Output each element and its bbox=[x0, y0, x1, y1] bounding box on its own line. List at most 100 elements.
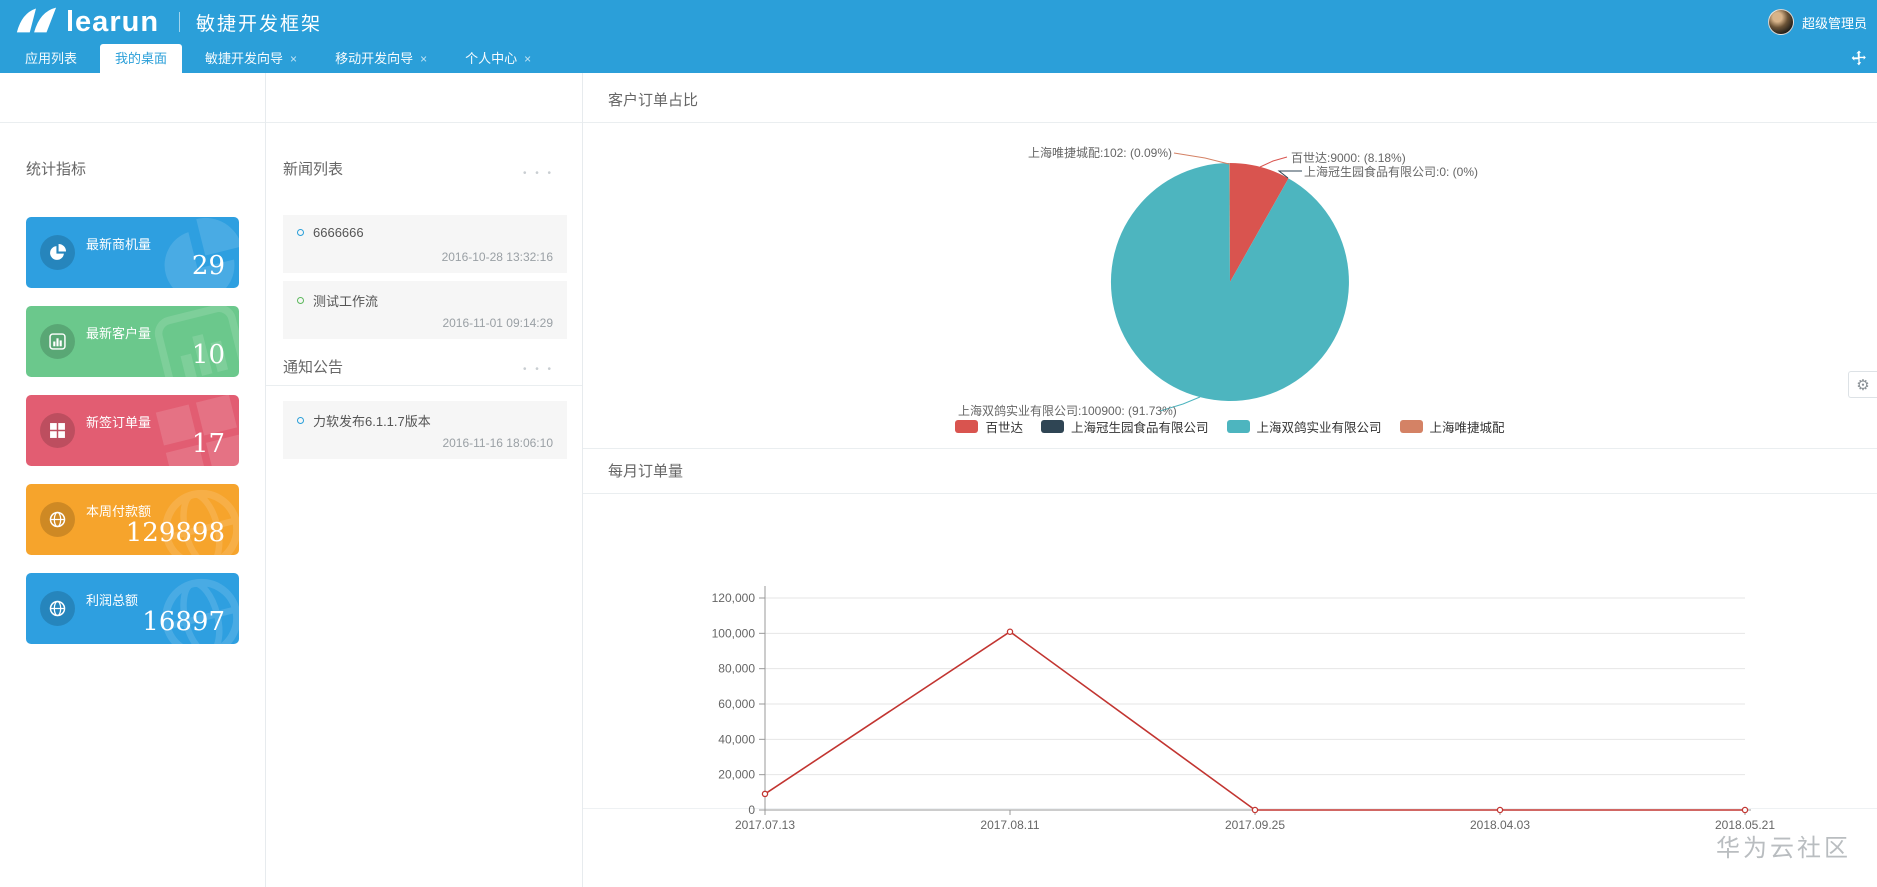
user-menu[interactable]: 超级管理员 bbox=[1767, 9, 1867, 35]
stat-card-label: 新签订单量 bbox=[86, 415, 152, 430]
line-panel-title: 每月订单量 bbox=[608, 463, 684, 480]
x-tick-label: 2018.04.03 bbox=[1470, 818, 1530, 832]
username: 超级管理员 bbox=[1801, 15, 1867, 31]
news-panel-title: 新闻列表 bbox=[283, 161, 344, 178]
pie-callout-label: 上海唯捷城配:102: (0.09%) bbox=[1027, 146, 1172, 160]
list-item-title-row: 测试工作流 bbox=[297, 291, 553, 310]
list-item-title: 6666666 bbox=[313, 225, 364, 240]
logo-leaf-icon bbox=[14, 5, 58, 40]
globe-icon bbox=[149, 484, 239, 555]
y-tick-label: 60,000 bbox=[718, 697, 755, 711]
settings-gear-icon[interactable]: ⚙ bbox=[1848, 371, 1877, 398]
y-tick-label: 120,000 bbox=[712, 591, 756, 605]
fullscreen-arrows-icon[interactable] bbox=[1851, 50, 1867, 66]
tab-close-icon[interactable]: × bbox=[524, 51, 532, 66]
list-item[interactable]: 测试工作流 2016-11-01 09:14:29 bbox=[283, 281, 567, 339]
tab-bar: 应用列表 我的桌面 敏捷开发向导 × 移动开发向导 × 个人中心 × bbox=[0, 44, 1877, 73]
app-header: learun 敏捷开发框架 超级管理员 bbox=[0, 0, 1877, 44]
windows-icon bbox=[149, 395, 239, 466]
data-point-marker bbox=[1741, 806, 1749, 814]
pie-chart-icon bbox=[40, 235, 75, 270]
list-item-title-row: 力软发布6.1.1.7版本 bbox=[297, 411, 553, 430]
pie-chart bbox=[1110, 152, 1349, 412]
avatar[interactable] bbox=[1767, 9, 1794, 35]
data-point-marker bbox=[1006, 628, 1014, 635]
legend-item[interactable]: 上海唯捷城配 bbox=[1399, 417, 1505, 436]
pie-chart-icon bbox=[149, 217, 239, 288]
news-column: 新闻列表 6666666 2016-10-28 13:32:16 测试工作流 2016… bbox=[266, 73, 583, 887]
stat-card-value: 16897 bbox=[142, 607, 225, 637]
news-more-icon[interactable] bbox=[523, 168, 554, 179]
tab-close-icon[interactable]: × bbox=[420, 51, 428, 66]
pie-leader-line bbox=[1259, 156, 1288, 168]
divider bbox=[583, 122, 1877, 123]
legend-swatch bbox=[955, 420, 979, 433]
y-tick-label: 40,000 bbox=[718, 732, 755, 746]
stat-card-value: 10 bbox=[191, 340, 225, 370]
legend-label: 百世达 bbox=[985, 421, 1023, 435]
bar-chart-icon bbox=[149, 306, 239, 377]
stat-card-value: 29 bbox=[191, 251, 225, 281]
data-point-marker bbox=[1496, 806, 1504, 814]
x-tick-label: 2018.05.21 bbox=[1715, 818, 1775, 832]
tab-label: 我的桌面 bbox=[115, 51, 168, 66]
legend-item[interactable]: 上海双鸽实业有限公司 bbox=[1226, 417, 1382, 436]
legend-item[interactable]: 上海冠生园食品有限公司 bbox=[1040, 417, 1209, 436]
x-tick-label: 2017.09.25 bbox=[1225, 818, 1285, 832]
y-tick-label: 0 bbox=[748, 803, 755, 817]
stat-card-本周付款额[interactable]: 本周付款额 129898 bbox=[26, 484, 239, 555]
bar-chart-icon bbox=[40, 324, 75, 359]
list-item-time: 2016-11-01 09:14:29 bbox=[442, 316, 553, 330]
divider bbox=[583, 493, 1877, 494]
tab-应用列表[interactable]: 应用列表 bbox=[10, 44, 92, 73]
app-title: 敏捷开发框架 bbox=[196, 13, 323, 35]
legend-swatch bbox=[1040, 420, 1064, 433]
stat-card-label: 利润总额 bbox=[86, 593, 139, 608]
pie-panel: 客户订单占比 上海唯捷城配:102: (0.09%) 百世达:9000: (8.1… bbox=[583, 73, 1877, 448]
tab-我的桌面[interactable]: 我的桌面 bbox=[100, 44, 183, 73]
stat-card-利润总额[interactable]: 利润总额 16897 bbox=[26, 573, 239, 644]
divider bbox=[266, 385, 582, 386]
tab-close-icon[interactable]: × bbox=[290, 51, 298, 66]
stat-card-label: 最新客户量 bbox=[86, 326, 152, 341]
pie-callout-label: 百世达:9000: (8.18%) bbox=[1291, 151, 1406, 165]
tab-label: 个人中心 bbox=[465, 51, 518, 66]
tab-label: 应用列表 bbox=[25, 51, 78, 66]
bullet-circle-icon bbox=[297, 297, 304, 304]
tab-移动开发向导[interactable]: 移动开发向导 × bbox=[320, 44, 442, 73]
main-area: 客户订单占比 上海唯捷城配:102: (0.09%) 百世达:9000: (8.1… bbox=[583, 73, 1877, 887]
data-point-marker bbox=[1251, 806, 1259, 814]
globe-icon bbox=[149, 573, 239, 644]
pie-leader-line bbox=[1277, 170, 1302, 179]
tab-敏捷开发向导[interactable]: 敏捷开发向导 × bbox=[190, 44, 312, 73]
line-panel: 每月订单量 120,000 100,000 80,000 60,000 40,000 20… bbox=[583, 448, 1877, 832]
stats-panel-title: 统计指标 bbox=[26, 161, 87, 178]
y-tick-label: 80,000 bbox=[718, 662, 755, 676]
stat-card-新签订单量[interactable]: 新签订单量 17 bbox=[26, 395, 239, 466]
legend-item[interactable]: 百世达 bbox=[955, 417, 1023, 436]
stat-card-最新客户量[interactable]: 最新客户量 10 bbox=[26, 306, 239, 377]
globe-icon bbox=[40, 502, 75, 537]
legend-swatch bbox=[1226, 420, 1250, 433]
tab-label: 移动开发向导 bbox=[335, 51, 414, 66]
line-series bbox=[764, 630, 1745, 811]
divider bbox=[0, 122, 265, 123]
logo-text: learun bbox=[66, 5, 160, 38]
pie-slice-上海双鸽实业有限公司 bbox=[1110, 163, 1349, 401]
stat-card-value: 129898 bbox=[125, 518, 225, 548]
windows-icon bbox=[40, 413, 75, 448]
list-item[interactable]: 力软发布6.1.1.7版本 2016-11-16 18:06:10 bbox=[283, 401, 567, 459]
list-item[interactable]: 6666666 2016-10-28 13:32:16 bbox=[283, 215, 567, 273]
notice-more-icon[interactable] bbox=[523, 364, 554, 375]
stat-card-最新商机量[interactable]: 最新商机量 29 bbox=[26, 217, 239, 288]
pie-callout-label: 上海双鸽实业有限公司:100900: (91.73%) bbox=[958, 404, 1177, 418]
line-chart: 120,000100,00080,00060,00040,00020,00002… bbox=[712, 586, 1775, 832]
pie-leader-line bbox=[1173, 152, 1230, 165]
divider bbox=[266, 122, 582, 123]
logo[interactable]: learun bbox=[14, 5, 159, 40]
tab-个人中心[interactable]: 个人中心 × bbox=[450, 44, 546, 73]
stat-card-label: 最新商机量 bbox=[86, 237, 152, 252]
pie-panel-title: 客户订单占比 bbox=[608, 92, 699, 109]
globe-icon bbox=[40, 591, 75, 626]
